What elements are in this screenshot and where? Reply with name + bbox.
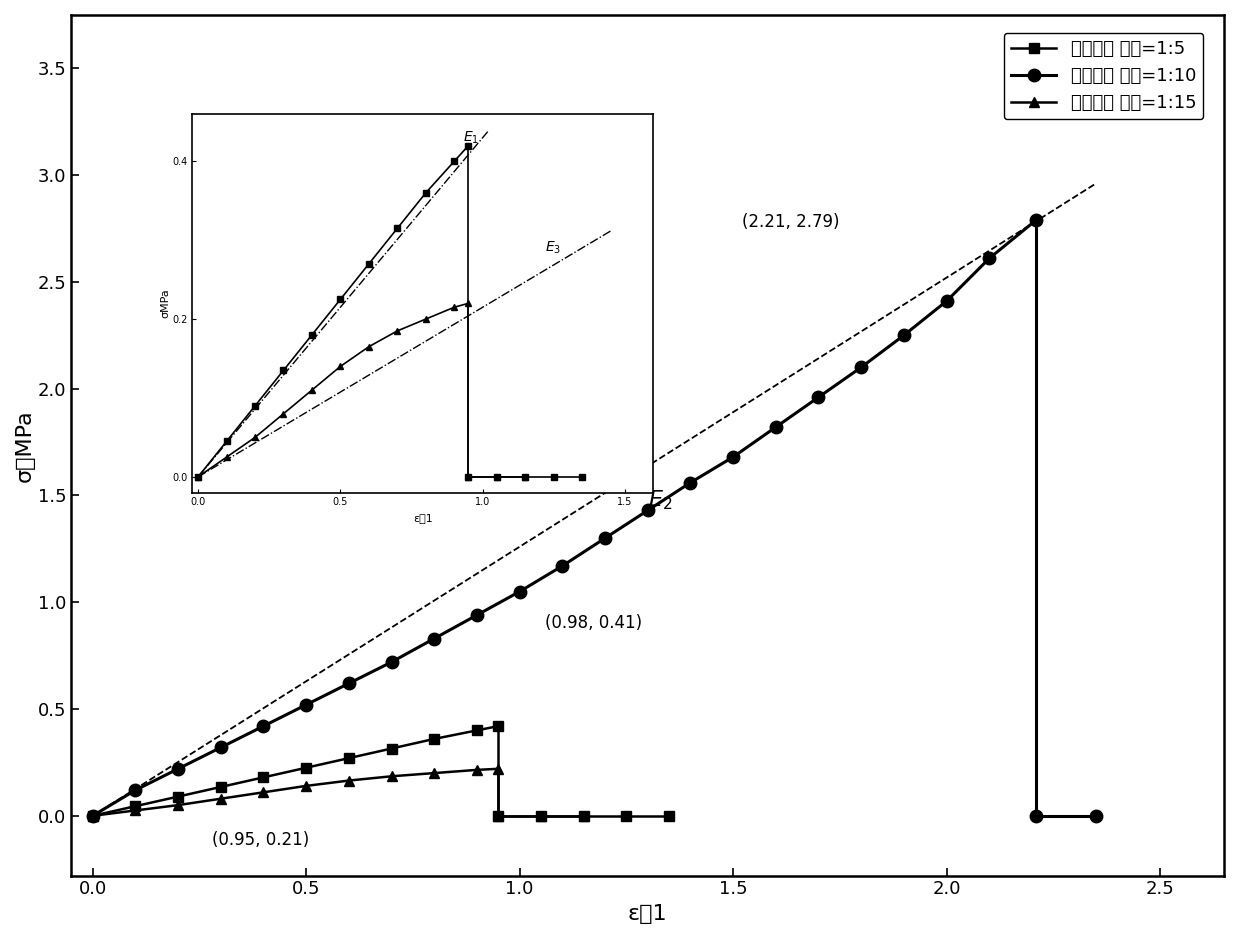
固化剂： 基体=1:10 — [512, 586, 527, 597]
固化剂： 基体=1:10 — [128, 784, 142, 795]
固化剂： 基体=1:5 — [213, 781, 228, 793]
X-axis label: ε／1: ε／1 — [628, 904, 668, 924]
固化剂： 基体=1:10 — [213, 742, 228, 753]
固化剂： 基体=1:10 — [256, 720, 271, 731]
固化剂： 基体=1:15 — [299, 780, 313, 792]
Legend: 固化剂： 基体=1:5, 固化剂： 基体=1:10, 固化剂： 基体=1:15: 固化剂： 基体=1:5, 固化剂： 基体=1:10, 固化剂： 基体=1:15 — [1004, 33, 1203, 119]
固化剂： 基体=1:15 — [128, 805, 142, 816]
固化剂： 基体=1:10 — [1028, 214, 1043, 225]
Y-axis label: σ／MPa: σ／MPa — [15, 409, 35, 482]
固化剂： 基体=1:15 — [256, 787, 271, 798]
固化剂： 基体=1:5 — [256, 772, 271, 783]
固化剂： 基体=1:10 — [555, 561, 570, 572]
Text: (0.95, 0.21): (0.95, 0.21) — [212, 831, 310, 849]
固化剂： 基体=1:5 — [85, 810, 100, 822]
固化剂： 基体=1:5 — [299, 762, 313, 774]
Line: 固化剂： 基体=1:5: 固化剂： 基体=1:5 — [88, 721, 503, 821]
Text: (2.21, 2.79): (2.21, 2.79) — [742, 213, 839, 231]
固化剂： 基体=1:10 — [342, 678, 357, 689]
固化剂： 基体=1:10 — [726, 452, 741, 463]
固化剂： 基体=1:15 — [384, 771, 399, 782]
固化剂： 基体=1:5 — [128, 801, 142, 812]
固化剂： 基体=1:10 — [597, 532, 612, 544]
固化剂： 基体=1:5 — [470, 725, 484, 736]
固化剂： 基体=1:5 — [491, 720, 506, 731]
固化剂： 基体=1:10 — [683, 477, 698, 488]
固化剂： 基体=1:10 — [470, 609, 484, 621]
固化剂： 基体=1:10 — [384, 656, 399, 668]
固化剂： 基体=1:10 — [426, 633, 441, 644]
固化剂： 基体=1:15 — [213, 793, 228, 805]
固化剂： 基体=1:15 — [342, 775, 357, 786]
固化剂： 基体=1:5 — [171, 791, 186, 802]
固化剂： 基体=1:10 — [85, 810, 100, 822]
固化剂： 基体=1:10 — [768, 422, 783, 433]
固化剂： 基体=1:10 — [981, 253, 996, 264]
Text: (0.98, 0.41): (0.98, 0.41) — [545, 614, 642, 632]
固化剂： 基体=1:10 — [299, 700, 313, 711]
固化剂： 基体=1:10 — [854, 362, 869, 373]
Line: 固化剂： 基体=1:10: 固化剂： 基体=1:10 — [87, 214, 1042, 822]
固化剂： 基体=1:10 — [939, 296, 954, 307]
固化剂： 基体=1:5 — [384, 743, 399, 754]
固化剂： 基体=1:15 — [171, 799, 186, 810]
固化剂： 基体=1:10 — [641, 505, 655, 516]
固化剂： 基体=1:10 — [896, 330, 911, 341]
固化剂： 基体=1:15 — [85, 810, 100, 822]
固化剂： 基体=1:5 — [426, 733, 441, 745]
Line: 固化剂： 基体=1:15: 固化剂： 基体=1:15 — [88, 764, 503, 821]
Text: $E_2$: $E_2$ — [648, 488, 672, 512]
固化剂： 基体=1:5 — [342, 752, 357, 763]
固化剂： 基体=1:15 — [426, 767, 441, 778]
固化剂： 基体=1:10 — [812, 392, 826, 403]
固化剂： 基体=1:10 — [171, 763, 186, 775]
固化剂： 基体=1:15 — [470, 764, 484, 776]
固化剂： 基体=1:15 — [491, 763, 506, 775]
